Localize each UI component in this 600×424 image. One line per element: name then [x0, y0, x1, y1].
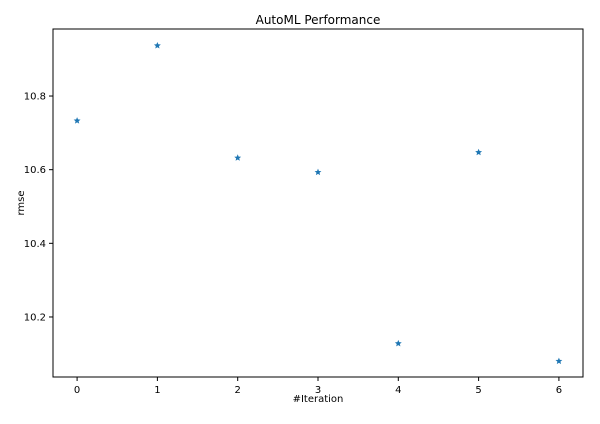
x-tick-label: 6 — [556, 385, 562, 396]
x-tick-label: 1 — [154, 385, 160, 396]
y-tick-label: 10.6 — [24, 165, 46, 176]
y-tick-label: 10.8 — [24, 92, 46, 103]
x-tick-label: 3 — [315, 385, 321, 396]
x-tick-label: 5 — [475, 385, 481, 396]
y-tick-label: 10.4 — [24, 239, 46, 250]
data-point — [394, 339, 402, 347]
plot-frame — [52, 28, 584, 378]
data-point — [475, 148, 483, 156]
data-point — [153, 41, 161, 49]
x-tick-label: 4 — [395, 385, 401, 396]
data-point — [555, 357, 563, 365]
y-axis-label: rmse — [16, 190, 27, 215]
chart-title: AutoML Performance — [256, 13, 381, 27]
x-tick-label: 2 — [235, 385, 241, 396]
x-axis-label: #Iteration — [293, 394, 344, 405]
data-point — [234, 154, 242, 161]
data-point — [314, 168, 322, 176]
x-tick-label: 0 — [74, 385, 80, 396]
data-point — [73, 117, 81, 124]
y-tick-label: 10.2 — [24, 312, 46, 323]
